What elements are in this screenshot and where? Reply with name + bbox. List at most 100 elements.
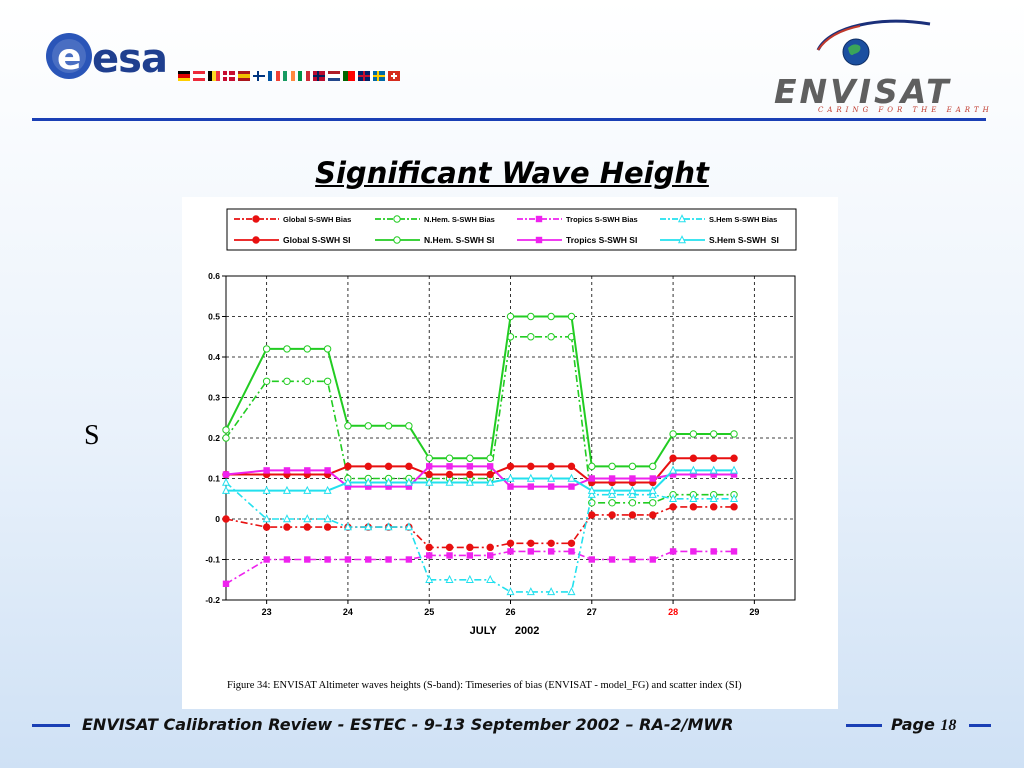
data-point [323, 514, 332, 523]
legend-label: S.Hem S-SWH Bias [709, 215, 777, 224]
data-point [588, 556, 595, 563]
swh-timeseries-chart: -0.2 -0.1 0 0.1 0.2 0.3 0.4 0.5 0.6 23 24 25 26 27 28 2… [205, 208, 797, 637]
data-point [486, 574, 495, 583]
data-point [364, 462, 372, 471]
data-point [425, 477, 434, 486]
data-point [425, 454, 433, 462]
envisat-logo [816, 19, 931, 66]
data-point [364, 477, 373, 486]
data-point [588, 475, 595, 482]
data-point [405, 483, 413, 490]
data-point [385, 556, 392, 563]
data-point [344, 422, 352, 430]
data-point [486, 543, 494, 552]
data-point [587, 489, 596, 498]
data-point [506, 462, 515, 471]
data-point [709, 493, 718, 502]
data-point [629, 475, 636, 482]
data-point [547, 462, 555, 471]
data-point [344, 556, 352, 563]
envisat-logo-text: ENVISAT [774, 72, 952, 111]
data-point [669, 465, 678, 474]
data-point [567, 312, 576, 321]
data-point [405, 422, 413, 430]
data-point [303, 377, 311, 386]
data-point [730, 503, 738, 511]
data-point [222, 434, 230, 442]
data-point [709, 465, 718, 474]
data-point [465, 574, 474, 583]
data-point [446, 463, 453, 470]
data-point [730, 454, 738, 462]
y-tick-label: 0 [215, 514, 220, 524]
data-point [426, 463, 433, 470]
data-point [669, 548, 677, 555]
x-tick-label: 27 [587, 607, 597, 617]
data-point [445, 477, 454, 486]
data-point [404, 477, 413, 486]
x-tick-label: 25 [424, 607, 434, 617]
data-point [669, 454, 677, 462]
data-point [628, 462, 637, 471]
data-point [588, 462, 596, 471]
data-point [445, 454, 454, 462]
x-tick-label: 23 [262, 607, 272, 617]
data-point [323, 345, 332, 353]
data-point [568, 548, 575, 555]
data-point [283, 377, 291, 386]
legend-marker [393, 236, 401, 244]
data-point [730, 471, 738, 478]
data-point [649, 499, 657, 507]
data-point [649, 556, 656, 563]
data-point [710, 454, 718, 462]
legend-marker [677, 235, 687, 244]
footer-dash-right [969, 724, 991, 727]
x-tick-label: 29 [749, 607, 759, 617]
data-point [425, 574, 434, 583]
data-point [324, 556, 331, 563]
data-point [608, 462, 616, 471]
data-point [628, 511, 637, 519]
data-point [303, 485, 312, 494]
data-point [649, 511, 657, 519]
data-point [649, 462, 657, 471]
data-point [304, 556, 311, 563]
esa-logo-text: esa [92, 36, 168, 82]
data-point [730, 493, 739, 502]
data-point [527, 548, 535, 555]
svg-text:e: e [57, 37, 81, 78]
data-point [425, 543, 433, 552]
data-point [384, 462, 393, 471]
data-point [364, 522, 373, 531]
data-point [222, 580, 230, 587]
data-point [506, 473, 515, 482]
esa-logo: e [46, 33, 92, 79]
data-point [425, 470, 433, 479]
footer-dash-mid [846, 724, 882, 727]
data-point [445, 470, 454, 479]
data-point [303, 523, 311, 531]
footer-bar: ENVISAT Calibration Review - ESTEC - 9–1… [0, 713, 1024, 737]
data-point [262, 345, 271, 353]
data-point [648, 485, 657, 494]
data-point [526, 587, 535, 596]
legend-marker [252, 215, 260, 223]
data-point [507, 548, 514, 555]
data-point [730, 548, 738, 555]
footer-dash-left [32, 724, 70, 727]
data-point [222, 471, 230, 478]
data-point [262, 523, 271, 531]
data-point [608, 511, 616, 519]
data-point [262, 514, 271, 523]
data-point [690, 548, 697, 555]
y-tick-label: 0.1 [208, 474, 220, 484]
data-point [689, 503, 698, 511]
data-point [547, 548, 555, 555]
data-point [628, 485, 637, 494]
data-point [323, 523, 332, 531]
legend-label: Global S-SWH Bias [283, 215, 351, 224]
data-point [669, 430, 677, 438]
data-point [404, 522, 413, 531]
data-point [690, 471, 697, 478]
data-point [303, 345, 311, 353]
